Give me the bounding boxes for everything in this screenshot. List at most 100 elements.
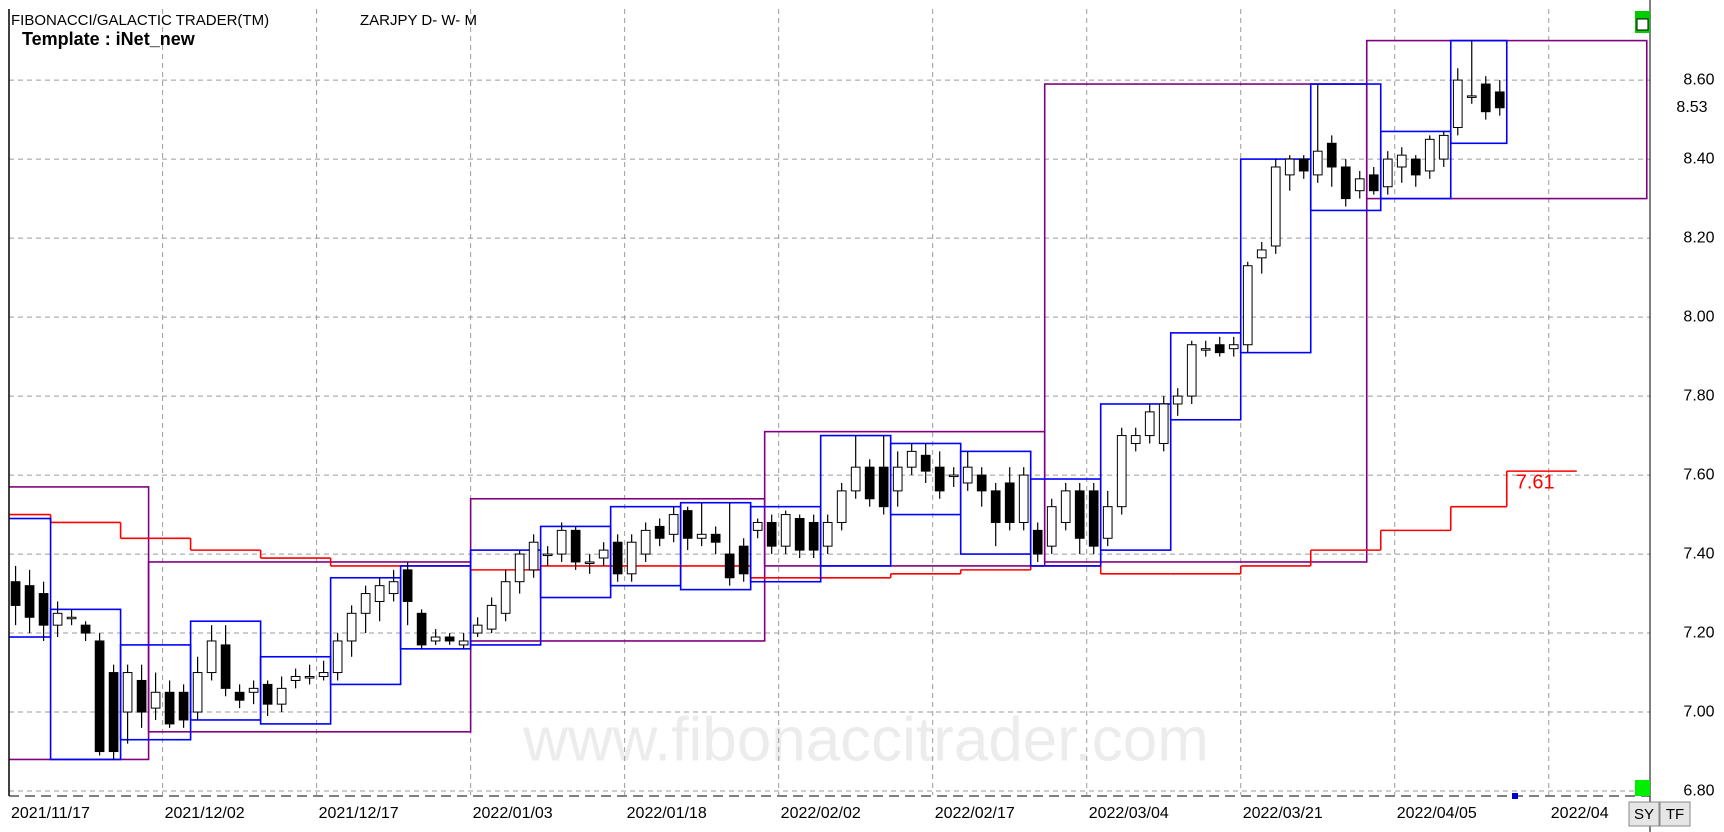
candle-body bbox=[738, 545, 749, 575]
button-tf[interactable]: TF bbox=[1659, 801, 1691, 827]
candle-body bbox=[416, 612, 427, 646]
candle-body bbox=[556, 529, 567, 555]
x-tick-label: 2022/04/05 bbox=[1397, 805, 1477, 822]
candle-body bbox=[1032, 529, 1043, 555]
candle-body bbox=[332, 640, 343, 674]
candle-body bbox=[1270, 166, 1281, 247]
x-tick-label: 2021/12/17 bbox=[319, 805, 399, 822]
candle-body bbox=[122, 672, 133, 713]
y-tick-label: 7.60 bbox=[1683, 466, 1714, 483]
candle-body bbox=[1326, 142, 1337, 168]
candle-body bbox=[136, 679, 147, 713]
candle-body bbox=[850, 466, 861, 492]
candle-body bbox=[1242, 265, 1253, 346]
button-sy[interactable]: SY bbox=[1628, 801, 1660, 827]
candle-body bbox=[906, 450, 917, 468]
candle-body bbox=[682, 510, 693, 539]
candle-body bbox=[500, 581, 511, 614]
candle-body bbox=[304, 676, 315, 679]
watermark: www.fibonaccitrader.com bbox=[522, 705, 1209, 774]
corner-icon-box bbox=[1636, 18, 1649, 31]
candle-body bbox=[822, 521, 833, 547]
candle-body bbox=[1396, 154, 1407, 168]
candle-body bbox=[934, 466, 945, 492]
candle-body bbox=[402, 569, 413, 602]
candle-body bbox=[1144, 411, 1155, 437]
weekly-box bbox=[1099, 403, 1172, 551]
candle-body bbox=[206, 640, 217, 674]
candle-body bbox=[990, 490, 1001, 523]
candle-body bbox=[1368, 174, 1379, 192]
candle-body bbox=[1494, 91, 1505, 109]
candle-body bbox=[528, 541, 539, 571]
candle-body bbox=[374, 585, 385, 602]
time-marker bbox=[1512, 793, 1518, 799]
button-frame[interactable] bbox=[1628, 801, 1660, 827]
candle-body bbox=[80, 624, 91, 634]
candle-body bbox=[514, 553, 525, 583]
candle-body bbox=[1130, 435, 1141, 444]
monthly-box bbox=[1043, 83, 1368, 563]
candle-body bbox=[962, 466, 973, 484]
candle-body bbox=[94, 640, 105, 753]
x-tick-label: 2022/01/03 bbox=[473, 805, 553, 822]
candle-body bbox=[108, 672, 119, 753]
candle-body bbox=[584, 561, 595, 564]
candle-body bbox=[1480, 83, 1491, 113]
candle-body bbox=[1382, 158, 1393, 188]
candle-body bbox=[752, 521, 763, 531]
y-tick-label: 6.80 bbox=[1683, 782, 1714, 799]
x-tick-label: 2021/12/02 bbox=[165, 805, 245, 822]
candle-body bbox=[1018, 474, 1029, 523]
button-label[interactable]: TF bbox=[1666, 806, 1684, 823]
candle-body bbox=[318, 672, 329, 678]
candle-body bbox=[360, 593, 371, 614]
candle-body bbox=[612, 541, 623, 575]
candle-body bbox=[724, 553, 735, 579]
x-tick-label: 2022/02/02 bbox=[781, 805, 861, 822]
candle-body bbox=[1312, 150, 1323, 176]
candle-body bbox=[1298, 158, 1309, 172]
y-tick-label: 8.00 bbox=[1683, 308, 1714, 325]
x-tick-label: 2021/11/17 bbox=[11, 805, 90, 822]
candle-body bbox=[948, 474, 959, 478]
candle-body bbox=[1102, 506, 1113, 539]
button-label[interactable]: SY bbox=[1634, 806, 1654, 823]
chart-title: FIBONACCI/GALACTIC TRADER(TM) bbox=[11, 12, 269, 29]
candle-body bbox=[808, 521, 819, 551]
last-price-label: 8.53 bbox=[1676, 99, 1707, 116]
candle-body bbox=[38, 593, 49, 626]
candle-body bbox=[640, 529, 651, 555]
candle-body bbox=[920, 454, 931, 472]
weekly-box bbox=[1449, 39, 1508, 145]
candle-body bbox=[430, 636, 441, 642]
x-tick-label: 2022/01/18 bbox=[627, 805, 707, 822]
x-tick-label: 2022/03/04 bbox=[1089, 805, 1169, 822]
candle-body bbox=[696, 533, 707, 539]
candle-body bbox=[234, 691, 245, 701]
weekly-box bbox=[259, 655, 332, 725]
candle-body bbox=[766, 521, 777, 547]
candle-body bbox=[892, 466, 903, 492]
y-tick-label: 7.00 bbox=[1683, 703, 1714, 720]
x-tick-label: 2022/04 bbox=[1551, 805, 1609, 822]
candle-body bbox=[1424, 138, 1435, 172]
trend-label: 7.61 bbox=[1516, 471, 1555, 493]
y-tick-label: 8.60 bbox=[1683, 71, 1714, 88]
corner-marker bbox=[1635, 780, 1650, 796]
candle-body bbox=[262, 683, 273, 705]
button-frame[interactable] bbox=[1659, 801, 1691, 827]
candle-body bbox=[290, 676, 301, 681]
candle-body bbox=[1158, 403, 1169, 444]
candle-body bbox=[1046, 506, 1057, 547]
candle-body bbox=[220, 644, 231, 689]
candle-body bbox=[780, 514, 791, 547]
weekly-box bbox=[1169, 332, 1242, 421]
candle-body bbox=[150, 691, 161, 709]
plot-area: 7.61 bbox=[9, 9, 1650, 795]
candle-body bbox=[794, 518, 805, 551]
candle-body bbox=[1438, 134, 1449, 160]
candle-body bbox=[192, 672, 203, 713]
candle-body bbox=[1284, 158, 1295, 176]
